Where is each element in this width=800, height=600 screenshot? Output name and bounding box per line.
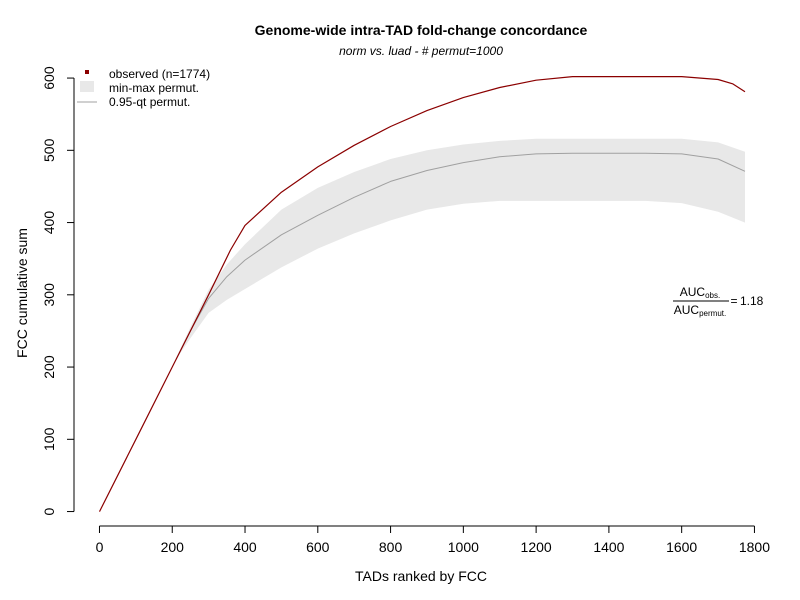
min-max-band [175, 138, 745, 360]
auc-ratio-value: 1.18 [740, 294, 764, 308]
auc-ratio-annotation: AUCobs. AUCpermut. = 1.18 [673, 285, 764, 318]
x-tick-label: 600 [306, 539, 330, 555]
y-tick-label: 0 [41, 507, 57, 515]
legend-observed-marker [85, 70, 89, 74]
y-tick-label: 500 [41, 138, 57, 162]
y-axis-label: FCC cumulative sum [14, 228, 30, 358]
auc-numerator-main: AUC [680, 285, 706, 299]
legend-entry-min-max: min-max permut. [109, 81, 199, 95]
x-axis: 0 200 400 600 800 1000 1200 1400 1600 1800 [96, 525, 770, 555]
x-tick-label: 1000 [448, 539, 479, 555]
y-tick-label: 100 [41, 427, 57, 451]
min-max-band-layer [175, 138, 745, 360]
auc-equals-sign: = [730, 294, 737, 308]
y-axis: 0 100 200 300 400 500 600 [41, 66, 75, 515]
y-tick-label: 300 [41, 283, 57, 307]
legend: observed (n=1774) min-max permut. 0.95-q… [77, 67, 210, 109]
x-tick-label: 1800 [739, 539, 770, 555]
y-tick-label: 200 [41, 355, 57, 379]
legend-entry-quantile: 0.95-qt permut. [109, 95, 190, 109]
legend-band-swatch [80, 81, 94, 92]
x-tick-label: 1400 [593, 539, 624, 555]
legend-entry-observed: observed (n=1774) [109, 67, 210, 81]
series-line-layer [98, 75, 746, 512]
x-tick-label: 1200 [521, 539, 552, 555]
auc-numerator-sub: obs. [705, 291, 720, 300]
chart-subtitle: norm vs. luad - # permut=1000 [339, 44, 503, 58]
auc-denominator-main: AUC [674, 303, 700, 317]
x-tick-label: 400 [233, 539, 257, 555]
auc-numerator: AUCobs. [680, 285, 720, 300]
x-tick-label: 0 [96, 539, 104, 555]
auc-denominator: AUCpermut. [674, 303, 726, 318]
plot-area [74, 60, 769, 526]
chart-title: Genome-wide intra-TAD fold-change concor… [255, 22, 588, 38]
x-tick-label: 1600 [666, 539, 697, 555]
x-tick-label: 800 [379, 539, 403, 555]
auc-denominator-sub: permut. [699, 309, 726, 318]
x-axis-label: TADs ranked by FCC [355, 568, 487, 584]
quantile-series-line [175, 152, 746, 361]
y-tick-label: 600 [41, 66, 57, 90]
y-tick-label: 400 [41, 211, 57, 235]
observed-series-line [98, 75, 746, 512]
x-tick-label: 200 [161, 539, 185, 555]
